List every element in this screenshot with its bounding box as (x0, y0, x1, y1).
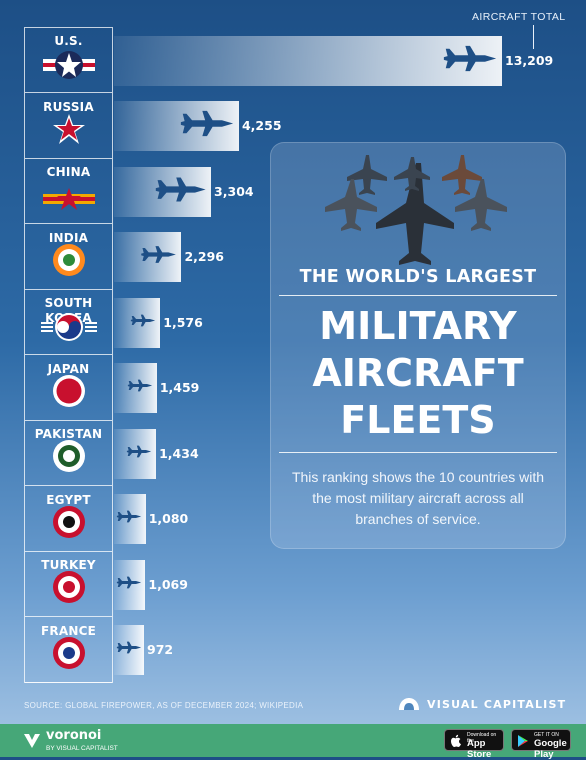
country-label: U.S. (25, 34, 112, 49)
country-cell: TURKEY (25, 552, 112, 617)
country-label-line: JAPAN (47, 361, 90, 376)
fighter-jet-icon (127, 379, 153, 398)
voronoi-tagline: BY VISUAL CAPITALIST (46, 745, 118, 752)
country-cell: PAKISTAN (25, 421, 112, 486)
bar (114, 494, 146, 545)
turkey-roundel-icon (52, 570, 86, 609)
country-label-line: FRANCE (41, 623, 96, 638)
app-store-small-label: Download on the (467, 732, 497, 744)
egypt-roundel-icon (52, 505, 86, 544)
fighter-jet-icon (154, 175, 207, 209)
country-label-line: SOUTH (44, 296, 93, 310)
brand-name: VISUAL CAPITALIST (427, 697, 567, 711)
country-label: TURKEY (25, 558, 112, 573)
value-label: 13,209 (505, 52, 554, 68)
fighter-jets-illustration (325, 155, 507, 265)
country-cell: RUSSIA (25, 94, 112, 159)
country-cell: EGYPT (25, 487, 112, 552)
country-cell: FRANCE (25, 618, 112, 683)
fighter-jet-icon (126, 444, 152, 463)
footer-bar: voronoi BY VISUAL CAPITALIST Download on… (0, 724, 586, 760)
google-play-small-label: GET IT ON (534, 732, 559, 738)
fighter-jet-icon (116, 575, 142, 594)
pakistan-roundel-icon (52, 439, 86, 478)
country-cell: CHINA (25, 159, 112, 224)
country-label-line: EGYPT (46, 492, 91, 507)
country-label-line: CHINA (46, 165, 91, 179)
country-label: CHINA (25, 165, 112, 180)
fighter-jet-icon (116, 510, 142, 529)
bar (114, 428, 157, 479)
country-cell: JAPAN (25, 356, 112, 421)
value-label: 1,576 (163, 314, 203, 330)
voronoi-name: voronoi (46, 728, 102, 743)
country-label: RUSSIA (25, 100, 112, 115)
bar (114, 625, 144, 676)
visual-capitalist-icon (399, 698, 419, 710)
divider (279, 295, 557, 296)
country-label: FRANCE (25, 624, 112, 639)
country-label: PAKISTAN (25, 427, 112, 442)
south-korea-roundel-icon (39, 312, 99, 347)
country-label-line: PAKISTAN (34, 427, 103, 441)
value-label: 1,080 (148, 511, 189, 527)
country-label-line: TURKEY (41, 558, 96, 572)
country-label: JAPAN (25, 362, 112, 377)
value-header-tick (533, 25, 534, 49)
value-label: 1,459 (159, 380, 200, 396)
fighter-jet-icon (116, 641, 142, 660)
voronoi-logo-icon (24, 734, 40, 748)
panel-description: This ranking shows the 10 countries with… (291, 469, 545, 527)
country-label-line: INDIA (48, 230, 89, 245)
bar (114, 363, 157, 414)
google-play-label: Google Play (534, 738, 567, 760)
japan-roundel-icon (52, 374, 86, 413)
app-store-button[interactable]: Download on the App Store (444, 729, 504, 760)
visual-capitalist-logo: VISUAL CAPITALIST (398, 696, 566, 712)
apple-icon (451, 734, 461, 747)
title-panel: THE WORLD'S LARGEST MILITARY AIRCRAFT FL… (270, 142, 566, 549)
value-label: 1,434 (159, 445, 199, 461)
divider (279, 452, 557, 453)
country-label-line: RUSSIA (43, 99, 94, 114)
china-roundel-icon (41, 187, 97, 216)
panel-title: MILITARY AIRCRAFT FLEETS (271, 303, 565, 444)
country-label: INDIA (25, 231, 112, 246)
country-cell: INDIA (25, 225, 112, 290)
country-label-line: U.S. (54, 34, 83, 48)
country-label: EGYPT (25, 493, 112, 508)
bar (114, 166, 212, 217)
app-store-label: App Store (467, 738, 492, 760)
google-play-button[interactable]: GET IT ON Google Play (511, 729, 571, 760)
google-play-icon (518, 735, 528, 747)
source-note: SOURCE: GLOBAL FIREPOWER, AS OF DECEMBER… (24, 701, 304, 710)
bar (114, 559, 146, 610)
fighter-jet-icon (140, 245, 177, 270)
country-cell: U.S. (25, 28, 112, 93)
value-label: 1,069 (148, 576, 188, 592)
fighter-jet-icon (179, 108, 235, 144)
country-column: U.S. RUSSIA CHINA INDIA SOUTHKOREA JAPAN PAKIS… (24, 27, 113, 683)
us-roundel-icon (41, 50, 97, 85)
value-label: 3,304 (214, 183, 254, 199)
france-roundel-icon (52, 636, 86, 675)
fighter-jet-icon (442, 43, 498, 79)
title-line-2: AIRCRAFT (312, 351, 524, 395)
india-roundel-icon (52, 243, 86, 282)
bar (114, 297, 161, 348)
russia-star-icon (52, 112, 86, 151)
bar (114, 101, 239, 152)
panel-subtitle: THE WORLD'S LARGEST (299, 267, 537, 287)
value-label: 972 (147, 642, 174, 658)
value-label: 2,296 (184, 249, 224, 265)
bar (114, 35, 502, 86)
value-header: AIRCRAFT TOTAL (472, 11, 566, 23)
title-line-1: MILITARY (319, 304, 517, 348)
fighter-jet-icon (130, 313, 156, 332)
value-label: 4,255 (241, 118, 282, 134)
country-cell: SOUTHKOREA (25, 290, 112, 355)
bar (114, 232, 182, 283)
title-line-3: FLEETS (340, 398, 496, 442)
